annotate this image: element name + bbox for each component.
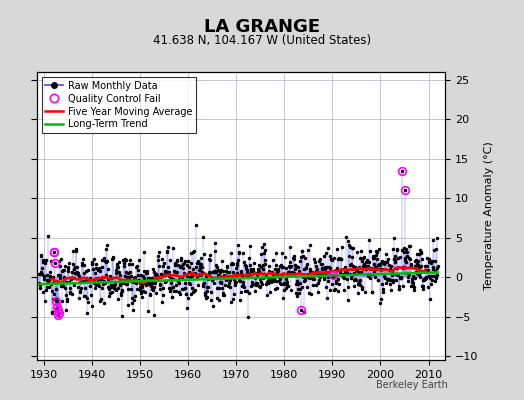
Text: Berkeley Earth: Berkeley Earth [376,380,448,390]
Text: LA GRANGE: LA GRANGE [204,18,320,36]
Y-axis label: Temperature Anomaly (°C): Temperature Anomaly (°C) [484,142,494,290]
Legend: Raw Monthly Data, Quality Control Fail, Five Year Moving Average, Long-Term Tren: Raw Monthly Data, Quality Control Fail, … [41,77,196,133]
Text: 41.638 N, 104.167 W (United States): 41.638 N, 104.167 W (United States) [153,34,371,47]
